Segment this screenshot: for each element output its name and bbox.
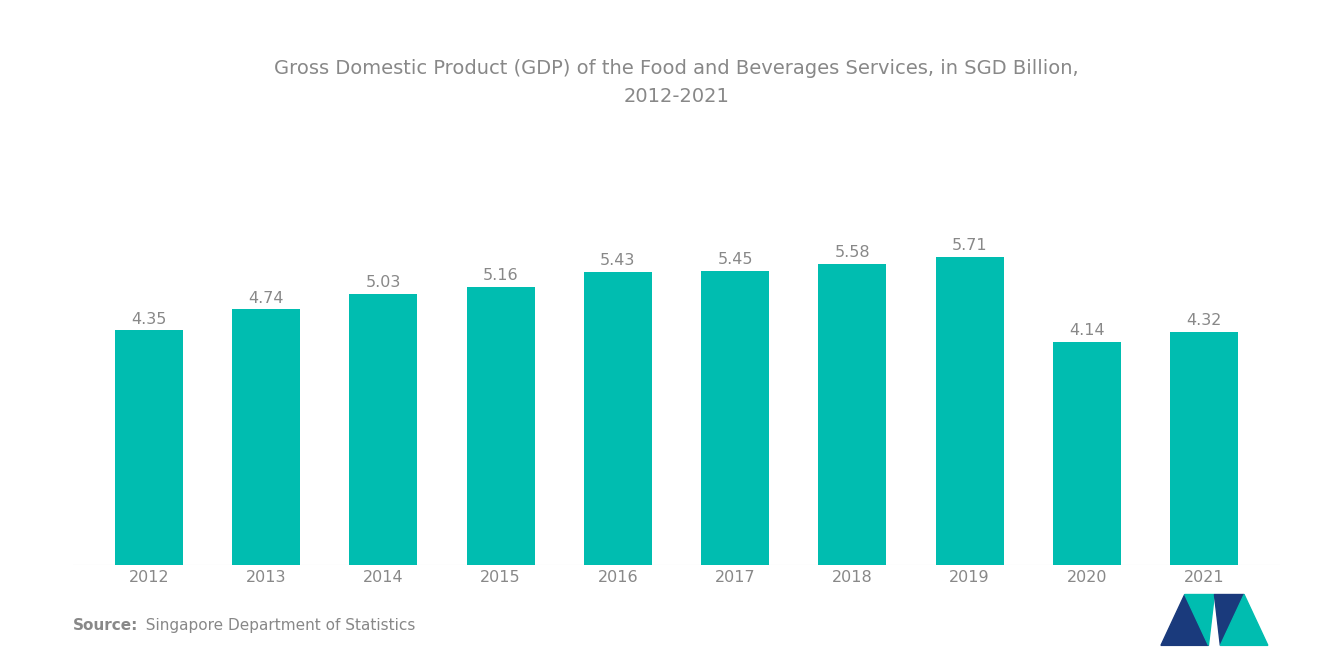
Text: 4.32: 4.32 <box>1187 313 1222 329</box>
Text: 5.45: 5.45 <box>717 252 752 267</box>
Polygon shape <box>1214 595 1243 645</box>
Polygon shape <box>1162 595 1209 645</box>
Text: 5.03: 5.03 <box>366 275 401 290</box>
Bar <box>466 287 535 565</box>
Bar <box>583 272 652 565</box>
Bar <box>115 331 183 565</box>
Text: 5.43: 5.43 <box>601 253 635 269</box>
Text: 5.58: 5.58 <box>834 245 870 260</box>
Bar <box>818 264 887 565</box>
Bar <box>1053 342 1121 565</box>
Text: 4.35: 4.35 <box>131 312 166 327</box>
Text: 4.14: 4.14 <box>1069 323 1105 338</box>
Text: 4.74: 4.74 <box>248 291 284 306</box>
Text: Source:: Source: <box>73 618 139 633</box>
Bar <box>232 309 300 565</box>
Bar <box>350 294 417 565</box>
Text: 5.71: 5.71 <box>952 238 987 253</box>
Polygon shape <box>1185 595 1214 645</box>
Bar <box>1170 332 1238 565</box>
Text: Singapore Department of Statistics: Singapore Department of Statistics <box>136 618 416 633</box>
Text: 5.16: 5.16 <box>483 268 519 283</box>
Bar <box>936 257 1003 565</box>
Polygon shape <box>1220 595 1267 645</box>
Bar <box>701 271 770 565</box>
Title: Gross Domestic Product (GDP) of the Food and Beverages Services, in SGD Billion,: Gross Domestic Product (GDP) of the Food… <box>275 59 1078 106</box>
